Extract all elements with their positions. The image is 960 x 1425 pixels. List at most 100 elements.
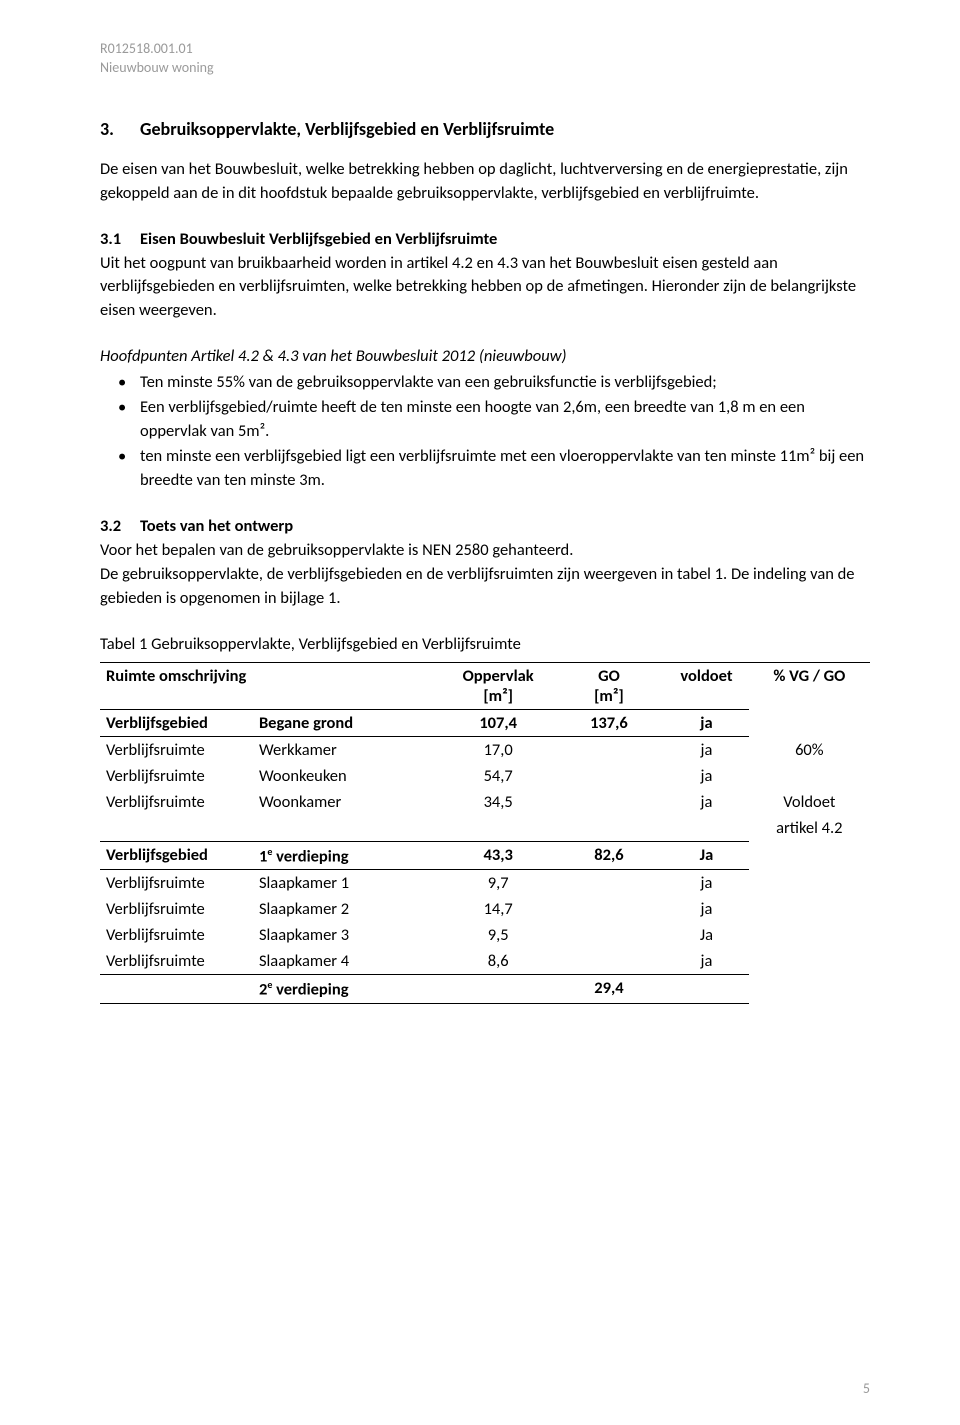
table-cell [554,789,665,815]
table-cell: Verblijfsgebied [100,710,253,737]
table-cell: 82,6 [554,841,665,870]
table-cell [749,870,870,897]
table-cell: Woonkeuken [253,763,443,789]
table-cell: 14,7 [443,896,554,922]
table-cell: Ja [664,841,748,870]
header-ref: R012518.001.01 [100,40,870,59]
subsection-3-1-heading: 3.1 Eisen Bouwbesluit Verblijfsgebied en… [100,228,870,252]
table-cell [554,870,665,897]
table-row: VerblijfsruimteSlaapkamer 214,7 ja [100,896,870,922]
table-cell: 9,7 [443,870,554,897]
table-row: VerblijfsruimteWerkkamer17,0ja60% [100,737,870,764]
table-cell: 8,6 [443,948,554,975]
table-cell: Verblijfsruimte [100,948,253,975]
table-cell: 17,0 [443,737,554,764]
table-cell: 1e verdieping [253,841,443,870]
doc-header: R012518.001.01 Nieuwbouw woning [100,40,870,78]
table-cell [749,922,870,948]
table-cell: Ja [664,922,748,948]
table-header-row: Ruimte omschrijving Oppervlak [m²] GO [m… [100,663,870,710]
table-cell [443,975,554,1004]
table-1-title: Tabel 1 Gebruiksoppervlakte, Verblijfsge… [100,633,870,657]
table-row: artikel 4.2 [100,815,870,841]
bullet-item: Ten minste 55% van de gebruiksoppervlakt… [140,371,870,395]
table-cell [443,815,554,841]
th-go: GO [m²] [554,663,665,710]
table-1: Ruimte omschrijving Oppervlak [m²] GO [m… [100,662,870,1004]
table-cell: Verblijfsruimte [100,763,253,789]
table-cell: ja [664,948,748,975]
table-cell: Verblijfsruimte [100,870,253,897]
section-3-number: 3. [100,118,140,140]
table-cell: Verblijfsruimte [100,922,253,948]
table-cell: Woonkamer [253,789,443,815]
subsection-3-2-heading: 3.2 Toets van het ontwerp [100,515,870,539]
table-cell: artikel 4.2 [749,815,870,841]
subsection-3-1-p1: Uit het oogpunt van bruikbaarheid worden… [100,252,870,324]
subsection-3-1-number: 3.1 [100,228,140,252]
table-cell: ja [664,870,748,897]
table-cell [749,896,870,922]
th-ruimte: Ruimte omschrijving [100,663,443,710]
table-row: 2e verdieping 29,4 [100,975,870,1004]
table-cell: 29,4 [554,975,665,1004]
th-voldoet: voldoet [664,663,748,710]
th-oppervlak: Oppervlak [m²] [443,663,554,710]
table-cell [554,896,665,922]
table-cell: 34,5 [443,789,554,815]
table-cell: Voldoet [749,789,870,815]
table-cell: 137,6 [554,710,665,737]
table-cell: 43,3 [443,841,554,870]
subsection-3-2-title: Toets van het ontwerp [140,515,293,539]
table-cell [100,815,253,841]
subsection-3-1-title: Eisen Bouwbesluit Verblijfsgebied en Ver… [140,228,497,252]
table-cell: Slaapkamer 1 [253,870,443,897]
header-title: Nieuwbouw woning [100,59,870,78]
table-cell [253,815,443,841]
table-cell: Verblijfsruimte [100,737,253,764]
table-cell [664,815,748,841]
table-row: VerblijfsruimteWoonkeuken54,7 ja [100,763,870,789]
table-cell: ja [664,710,748,737]
hoofdpunten-title: Hoofdpunten Artikel 4.2 & 4.3 van het Bo… [100,345,870,369]
hoofdpunten-list: Ten minste 55% van de gebruiksoppervlakt… [100,371,870,493]
table-cell [749,763,870,789]
section-3-title: Gebruiksoppervlakte, Verblijfsgebied en … [140,118,554,140]
bullet-item: Een verblijfsgebied/ruimte heeft de ten … [140,396,870,444]
table-row: VerblijfsruimteSlaapkamer 48,6 ja [100,948,870,975]
table-cell: Slaapkamer 3 [253,922,443,948]
table-cell: Slaapkamer 2 [253,896,443,922]
table-cell: Werkkamer [253,737,443,764]
table-row: VerblijfsruimteSlaapkamer 39,5 Ja [100,922,870,948]
table-cell [100,975,253,1004]
table-cell: 107,4 [443,710,554,737]
table-cell [554,763,665,789]
table-cell: ja [664,763,748,789]
table-cell: ja [664,789,748,815]
table-cell [554,922,665,948]
table-cell: 9,5 [443,922,554,948]
section-3-intro: De eisen van het Bouwbesluit, welke betr… [100,158,870,206]
table-cell [554,948,665,975]
table-row: VerblijfsgebiedBegane grond107,4137,6ja [100,710,870,737]
bullet-item: ten minste een verblijfsgebied ligt een … [140,445,870,493]
table-cell [749,710,870,737]
table-cell [554,815,665,841]
table-cell [554,737,665,764]
table-cell: ja [664,896,748,922]
th-vg-go: % VG / GO [749,663,870,710]
table-cell [749,948,870,975]
table-cell [749,975,870,1004]
table-cell: Slaapkamer 4 [253,948,443,975]
table-cell: 60% [749,737,870,764]
section-3-heading: 3. Gebruiksoppervlakte, Verblijfsgebied … [100,118,870,140]
subsection-3-2-p2: De gebruiksoppervlakte, de verblijfsgebi… [100,563,870,611]
table-cell: 2e verdieping [253,975,443,1004]
table-cell: Verblijfsruimte [100,896,253,922]
table-cell: 54,7 [443,763,554,789]
subsection-3-2-number: 3.2 [100,515,140,539]
table-row: Verblijfsgebied1e verdieping43,382,6Ja [100,841,870,870]
page-number: 5 [863,1380,870,1397]
table-row: VerblijfsruimteSlaapkamer 19,7 ja [100,870,870,897]
subsection-3-2-p1: Voor het bepalen van de gebruiksoppervla… [100,539,870,563]
